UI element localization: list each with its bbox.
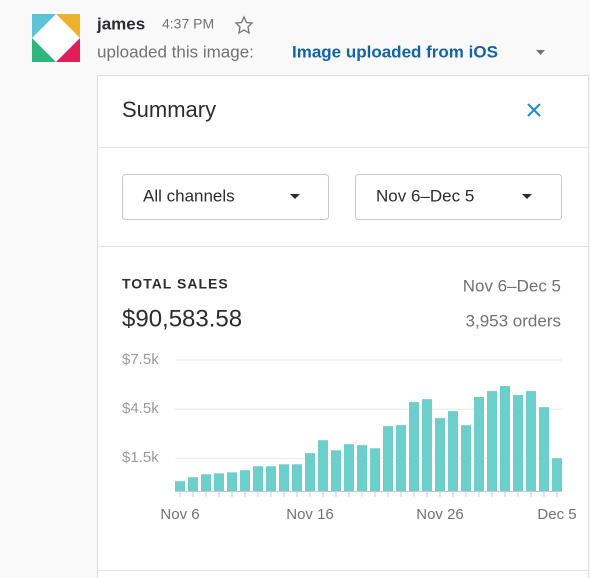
- bar: [279, 464, 289, 491]
- bar: [357, 445, 367, 491]
- bar: [383, 426, 393, 491]
- channel-dropdown[interactable]: [122, 174, 329, 220]
- bar: [253, 466, 263, 491]
- x-tick-label: Nov 16: [286, 506, 334, 523]
- bar: [448, 411, 458, 491]
- avatar: [32, 14, 80, 62]
- bar: [513, 395, 523, 491]
- bar: [266, 466, 276, 491]
- action-text: uploaded this image:: [97, 42, 254, 61]
- metric-value: $90,583.58: [122, 305, 242, 332]
- bar: [526, 391, 536, 491]
- close-button[interactable]: [527, 103, 541, 117]
- bar: [487, 391, 497, 491]
- bar: [188, 477, 198, 491]
- bar: [539, 407, 549, 491]
- x-tick-label: Dec 5: [537, 506, 576, 523]
- bar: [227, 472, 237, 491]
- caret-icon[interactable]: [536, 50, 545, 55]
- bar: [175, 481, 185, 491]
- bar: [370, 448, 380, 491]
- dropdown-label: All channels: [143, 186, 235, 205]
- bar: [435, 418, 445, 491]
- bar: [240, 470, 250, 491]
- y-tick-label: $7.5k: [122, 351, 159, 368]
- timestamp: 4:37 PM: [162, 16, 214, 32]
- bar: [396, 425, 406, 491]
- card-title: Summary: [122, 97, 216, 122]
- range-text: Nov 6–Dec 5: [463, 276, 561, 295]
- x-tick-label: Nov 6: [160, 506, 199, 523]
- metric-label: TOTAL SALES: [122, 276, 229, 292]
- bar: [461, 425, 471, 491]
- bar: [474, 397, 484, 491]
- bar: [214, 473, 224, 491]
- x-tick-label: Nov 26: [416, 506, 464, 523]
- bar: [422, 399, 432, 491]
- bar: [305, 453, 315, 491]
- date-dropdown[interactable]: [355, 174, 562, 220]
- y-tick-label: $1.5k: [122, 449, 159, 466]
- bar: [331, 450, 341, 491]
- bar: [552, 458, 562, 491]
- bar: [500, 386, 510, 491]
- bar: [409, 402, 419, 491]
- bar: [292, 464, 302, 491]
- dropdown-caret: [522, 194, 532, 199]
- bar: [318, 440, 328, 491]
- dropdown-label: Nov 6–Dec 5: [376, 186, 474, 205]
- file-link[interactable]: Image uploaded from iOS: [292, 42, 498, 61]
- y-tick-label: $4.5k: [122, 400, 159, 417]
- star-icon[interactable]: [234, 15, 254, 35]
- bar: [344, 444, 354, 491]
- orders-text: 3,953 orders: [466, 311, 561, 330]
- dropdown-caret: [290, 194, 300, 199]
- card: [97, 75, 589, 578]
- author[interactable]: james: [96, 14, 145, 33]
- bar: [201, 474, 211, 491]
